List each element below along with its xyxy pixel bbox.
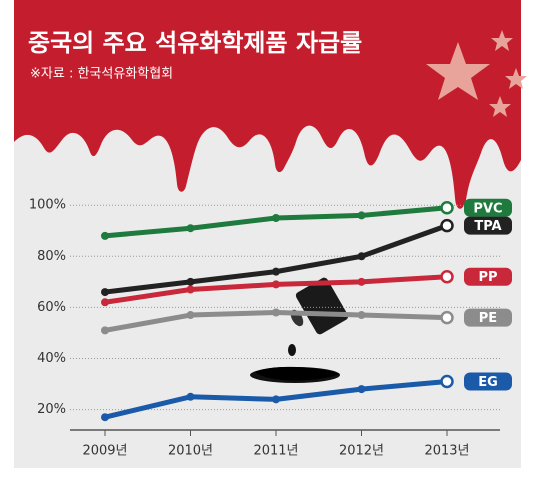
legend-label: PVC xyxy=(473,201,502,216)
x-tick-label: 2012년 xyxy=(339,444,384,459)
point xyxy=(101,298,109,306)
y-tick-label: 60% xyxy=(37,300,66,315)
y-tick-label: 80% xyxy=(37,249,66,264)
legend-label: PE xyxy=(479,311,497,326)
point xyxy=(187,224,195,232)
point xyxy=(187,393,195,401)
y-tick-label: 40% xyxy=(37,351,66,366)
point xyxy=(442,202,453,213)
point xyxy=(187,286,195,294)
point xyxy=(101,232,109,240)
point xyxy=(358,385,366,393)
point xyxy=(358,311,366,319)
point xyxy=(272,395,280,403)
point xyxy=(101,413,109,421)
point xyxy=(358,278,366,286)
point xyxy=(272,268,280,276)
point xyxy=(442,376,453,387)
point xyxy=(358,211,366,219)
point xyxy=(101,288,109,296)
chart-title: 중국의 주요 석유화학제품 자급률 xyxy=(28,29,362,57)
point xyxy=(442,271,453,282)
y-tick-label: 20% xyxy=(37,402,66,417)
point xyxy=(187,311,195,319)
point xyxy=(272,309,280,317)
x-tick-label: 2013년 xyxy=(424,444,469,459)
legend-label: TPA xyxy=(474,219,501,234)
chart: 중국의 주요 석유화학제품 자급률 ※자료 : 한국석유화학협회 20% 40% 6… xyxy=(0,0,535,479)
legend-label: EG xyxy=(478,375,498,390)
legend-label: PP xyxy=(478,270,497,285)
chart-subtitle: ※자료 : 한국석유화학협회 xyxy=(30,67,173,82)
point xyxy=(272,280,280,288)
point xyxy=(442,220,453,231)
x-tick-label: 2009년 xyxy=(82,444,127,459)
x-tick-label: 2011년 xyxy=(253,444,298,459)
point xyxy=(101,326,109,334)
point xyxy=(358,252,366,260)
x-tick-label: 2010년 xyxy=(168,444,213,459)
point xyxy=(442,312,453,323)
point xyxy=(272,214,280,222)
point xyxy=(187,278,195,286)
y-tick-label: 100% xyxy=(29,198,66,213)
